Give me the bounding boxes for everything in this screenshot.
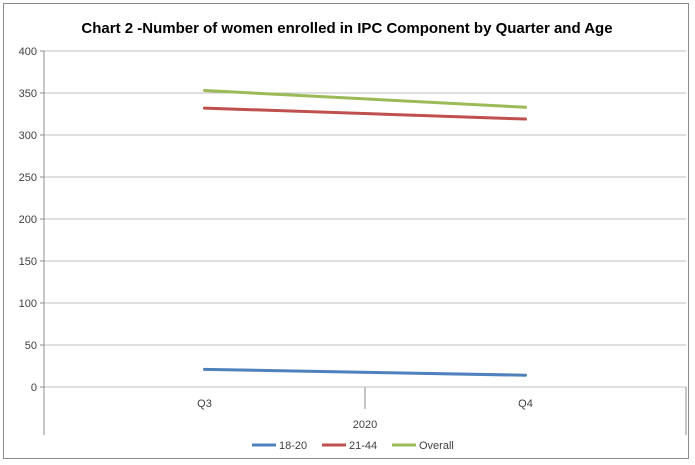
y-tick-label: 400: [19, 46, 37, 58]
chart-title: Chart 2 -Number of women enrolled in IPC…: [81, 20, 612, 37]
y-tick-label: 100: [19, 298, 37, 310]
y-tick-label: 300: [19, 130, 37, 142]
axes: 0 50 100 150 200 250 300 350 400 Q3 Q4 2020: [19, 46, 687, 435]
chart-frame: Chart 2 -Number of women enrolled in IPC…: [3, 3, 689, 459]
series-lines: [203, 88, 527, 377]
series-line-18-20: [203, 367, 527, 377]
y-tick-label: 0: [31, 382, 37, 394]
x-category-group-label: 2020: [353, 419, 377, 431]
y-tick-label: 50: [25, 340, 37, 352]
gridlines: [44, 50, 686, 388]
y-tick-label: 250: [19, 172, 37, 184]
legend-label: 18-20: [279, 440, 307, 452]
series-line-overall: [203, 88, 527, 109]
x-tick-label: Q3: [197, 398, 212, 410]
x-tick-label: Q4: [518, 398, 533, 410]
y-tick-label: 350: [19, 88, 37, 100]
series-line-21-44: [203, 106, 527, 121]
legend-label: 21-44: [349, 440, 377, 452]
legend: 18-20 21-44 Overall: [252, 440, 454, 452]
y-tick-label: 200: [19, 214, 37, 226]
line-chart: Chart 2 -Number of women enrolled in IPC…: [19, 20, 687, 452]
y-tick-label: 150: [19, 256, 37, 268]
legend-label: Overall: [419, 440, 454, 452]
